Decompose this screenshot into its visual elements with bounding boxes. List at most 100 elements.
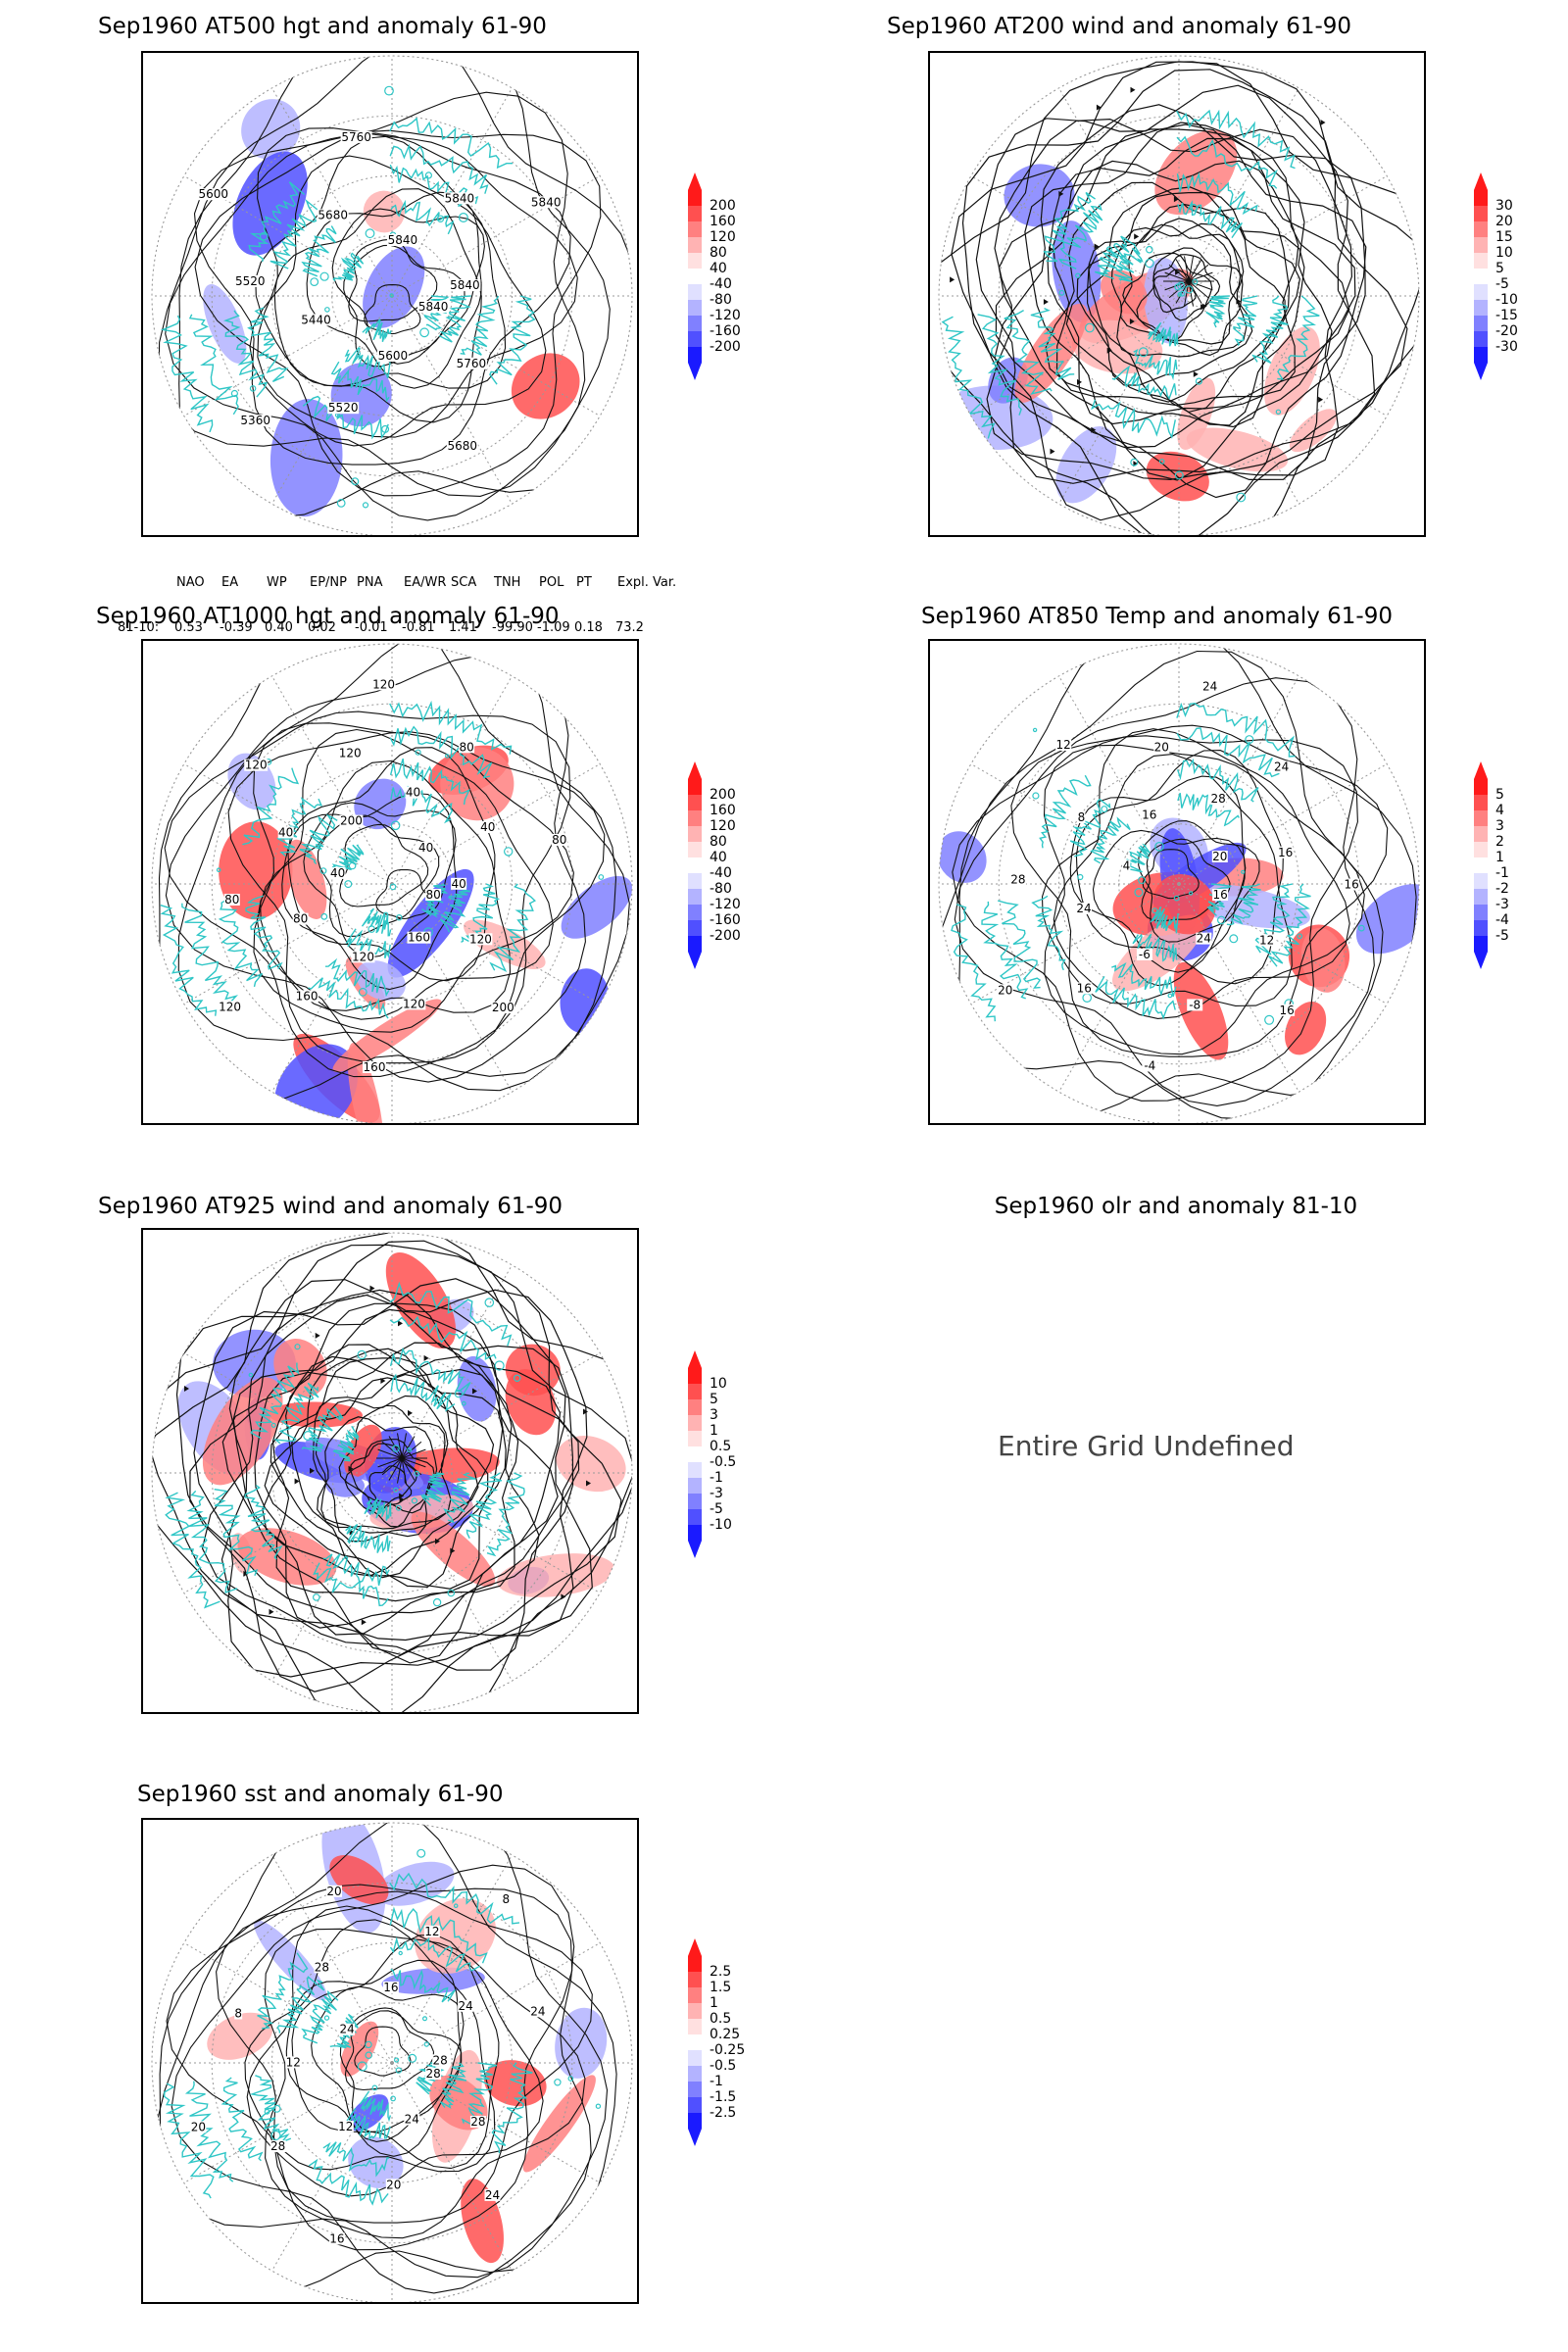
contour-label: 20 [1154, 741, 1169, 755]
meridian-line [183, 1472, 393, 1593]
coastline [303, 1431, 314, 1442]
contour-label-bg [423, 1925, 440, 1937]
anomaly-shading [939, 831, 987, 883]
contour-line [303, 802, 457, 958]
coastline [383, 911, 389, 917]
colorbar-cell [688, 2019, 702, 2034]
anomaly-shading [1071, 319, 1163, 374]
coastline [389, 293, 394, 298]
streamline [271, 1355, 519, 1602]
contour-label: 40 [451, 877, 466, 891]
contour-label: 80 [224, 893, 239, 906]
coastline [598, 874, 605, 880]
coastline [299, 813, 338, 864]
coastline [1101, 806, 1108, 813]
coastline [332, 1425, 360, 1462]
contour-label: 8 [1078, 810, 1086, 824]
contour-label: 12 [1259, 933, 1274, 947]
index-value: 0.18 [574, 620, 603, 635]
streamline [350, 1443, 418, 1510]
contour-label: 5680 [448, 439, 478, 453]
coastline [1031, 895, 1066, 971]
streamline-arrow [1173, 196, 1179, 203]
coastline [1043, 191, 1096, 263]
coastline [1176, 109, 1296, 170]
index-name: POL [539, 575, 564, 590]
coastline [1268, 883, 1311, 967]
anomaly-shading [285, 839, 327, 919]
coastline [259, 231, 269, 241]
streamline-arrow [294, 1478, 300, 1485]
streamline-arrow [315, 1332, 320, 1339]
coastline [1058, 289, 1065, 296]
coastline [245, 895, 283, 970]
meridian-line [391, 883, 513, 1093]
coastline [270, 2130, 281, 2141]
coastline [344, 880, 353, 889]
coastline [1185, 285, 1194, 294]
contour-label-bg [244, 759, 269, 771]
contour-line [164, 710, 571, 1078]
coastline [1138, 347, 1149, 358]
meridian-line [183, 1352, 393, 1474]
contour-label-bg [446, 440, 478, 453]
streamline [1188, 280, 1202, 304]
map-boundary [938, 55, 1420, 535]
coastline [222, 310, 269, 398]
contour-line [317, 814, 440, 938]
anomaly-shading [1300, 927, 1346, 993]
latitude-circle [271, 763, 513, 1004]
colorbar-label: -1 [710, 1470, 723, 1486]
contour-label: 40 [418, 841, 433, 855]
colorbar-cell [688, 284, 702, 300]
streamline [1110, 222, 1248, 358]
contour-label-bg [285, 2056, 302, 2069]
meridian-line [183, 295, 393, 416]
coastline [415, 749, 421, 756]
index-value: -0.39 [220, 620, 253, 635]
contour-label-bg [385, 2179, 402, 2191]
coastline [365, 2040, 372, 2049]
contour-label-bg [1273, 760, 1290, 773]
streamline [1076, 191, 1301, 414]
contour-label: 24 [530, 2004, 545, 2018]
contour-line [1069, 775, 1246, 973]
contour-label: 120 [469, 932, 492, 946]
colorbar-label: 1 [1495, 850, 1504, 865]
anomaly-shading [363, 190, 406, 233]
colorbar-cell [688, 920, 702, 936]
streamline-arrow [1129, 318, 1135, 324]
coastline [1195, 377, 1202, 385]
coastline [357, 1349, 367, 1360]
contour-label-bg [551, 834, 567, 846]
contour-label: 5440 [301, 313, 331, 326]
streamline-arrow [348, 1465, 354, 1472]
latitude-circle [271, 1942, 513, 2183]
coastline [1132, 933, 1178, 962]
coastline [1032, 727, 1038, 733]
coastline [389, 883, 397, 891]
colorbar-cell [688, 253, 702, 269]
index-value: 0.53 [174, 620, 203, 635]
coastline [426, 905, 433, 912]
coastline [491, 2062, 533, 2154]
streamline-arrow [408, 1409, 413, 1416]
colorbar-cell [1474, 300, 1488, 316]
colorbar-cell [1474, 779, 1488, 795]
contour-label-bg [402, 998, 426, 1010]
coastline [1106, 246, 1113, 253]
contour-label-bg [234, 2007, 243, 2020]
coastline [1091, 399, 1176, 439]
contour-label-bg [479, 821, 496, 833]
coastline [357, 2061, 368, 2072]
streamline [1053, 160, 1299, 407]
coastline [461, 1400, 466, 1406]
panel-title: Sep1960 AT1000 hgt and anomaly 61-90 [96, 604, 560, 629]
contour-label-bg [451, 877, 467, 890]
contour-label: 16 [1077, 981, 1092, 995]
contour-label-bg [339, 2023, 356, 2035]
colorbar-cell [688, 2113, 702, 2129]
anomaly-shading [1152, 873, 1216, 935]
coastline [319, 867, 327, 875]
coastline [444, 754, 450, 759]
